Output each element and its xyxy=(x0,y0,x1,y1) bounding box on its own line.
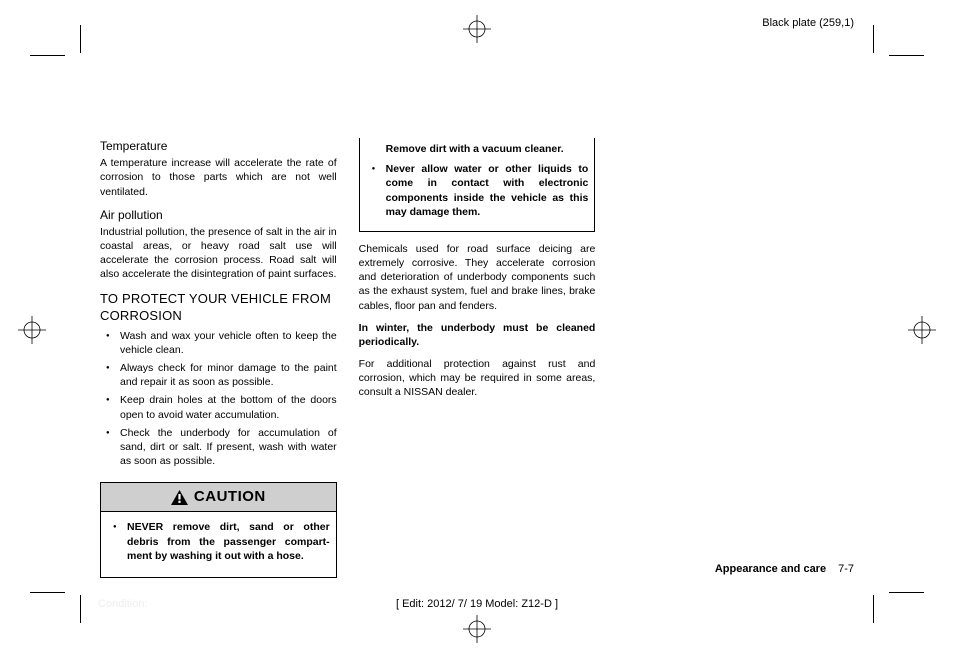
plate-label: Black plate (259,1) xyxy=(762,17,854,29)
list-item: Keep drain holes at the bottom of the do… xyxy=(100,393,337,421)
warning-icon xyxy=(171,490,188,505)
heading-temperature: Temperature xyxy=(100,138,337,154)
reg-mark-top xyxy=(463,15,491,43)
reg-mark-bottom xyxy=(463,615,491,643)
para-winter: In winter, the underbody must be cleaned… xyxy=(359,321,596,349)
para-air-pollution: Industrial pollution, the presence of sa… xyxy=(100,225,337,282)
caution-title: CAUTION xyxy=(194,487,266,507)
caution-cont-item: Never allow water or other liquids to co… xyxy=(366,162,589,219)
edit-info: [ Edit: 2012/ 7/ 19 Model: Z12-D ] xyxy=(396,598,558,610)
caution-continuation: Remove dirt with a vacuum cleaner. Never… xyxy=(359,138,596,232)
page-footer: Appearance and care 7-7 xyxy=(100,563,854,575)
footer-page: 7-7 xyxy=(838,563,854,575)
protect-list: Wash and wax your vehicle often to keep … xyxy=(100,329,337,469)
reg-mark-right xyxy=(908,316,936,344)
heading-air-pollution: Air pollution xyxy=(100,207,337,223)
caution-item: NEVER remove dirt, sand or other debris … xyxy=(107,520,330,563)
column-1: Temperature A temperature increase will … xyxy=(100,138,337,578)
list-item: Always check for minor damage to the pai… xyxy=(100,361,337,389)
column-2: Remove dirt with a vacuum cleaner. Never… xyxy=(359,138,596,578)
para-additional: For additional protection against rust a… xyxy=(359,357,596,400)
caution-header: CAUTION xyxy=(101,483,336,512)
list-item: Wash and wax your vehicle often to keep … xyxy=(100,329,337,357)
list-item: Check the underbody for accumulation of … xyxy=(100,426,337,469)
footer-section: Appearance and care xyxy=(715,563,826,575)
page-content: Temperature A temperature increase will … xyxy=(100,138,854,578)
para-temperature: A temperature increase will accelerate t… xyxy=(100,156,337,199)
reg-mark-left xyxy=(18,316,46,344)
caution-cont-text: Remove dirt with a vacuum cleaner. xyxy=(366,142,589,156)
condition-label: Condition: xyxy=(98,598,148,610)
para-deicing: Chemicals used for road surface deicing … xyxy=(359,242,596,313)
heading-protect: TO PROTECT YOUR VEHICLE FROM CORROSION xyxy=(100,290,337,325)
column-3 xyxy=(617,138,854,578)
